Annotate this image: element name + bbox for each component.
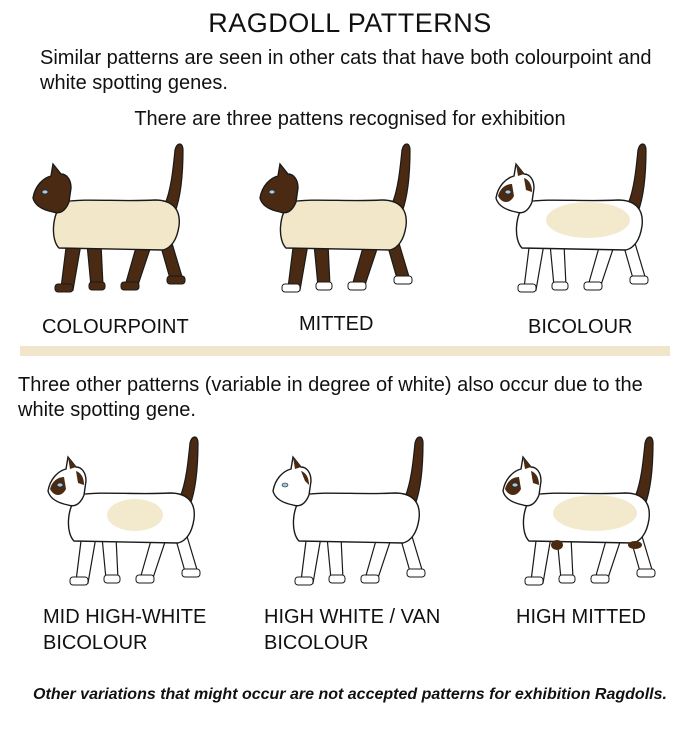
other-patterns-intro: Three other patterns (variable in degree… (18, 374, 643, 421)
mitted-cat-icon (259, 143, 413, 293)
mitted-label: MITTED (299, 313, 374, 335)
footer-note: Other variations that might occur are no… (33, 686, 667, 703)
page-title: RAGDOLL PATTERNS (208, 8, 492, 38)
cat-figure (272, 436, 426, 586)
colourpoint-cat-icon (32, 143, 186, 293)
cat-figure (32, 143, 186, 293)
bicolour-label: BICOLOUR (528, 316, 633, 338)
high-white-van-bicolour-cat-icon (272, 436, 426, 586)
section-divider (20, 346, 670, 356)
cat-figure (495, 143, 649, 293)
intro-text: Similar patterns are seen in other cats … (40, 47, 652, 94)
high-mitted-label: HIGH MITTED (516, 606, 646, 628)
cat-figure (47, 436, 201, 586)
cat-figure (502, 436, 656, 586)
exhibition-subheading: There are three pattens recognised for e… (134, 108, 566, 130)
colourpoint-label: COLOURPOINT (42, 316, 189, 338)
high-white-van-bicolour-label: HIGH WHITE / VAN BICOLOUR (264, 606, 441, 654)
high-mitted-cat-icon (502, 436, 656, 586)
mid-high-white-bicolour-cat-icon (47, 436, 201, 586)
mid-high-white-bicolour-label: MID HIGH-WHITE BICOLOUR (43, 606, 207, 654)
bicolour-cat-icon (495, 143, 649, 293)
cat-figure (259, 143, 413, 293)
